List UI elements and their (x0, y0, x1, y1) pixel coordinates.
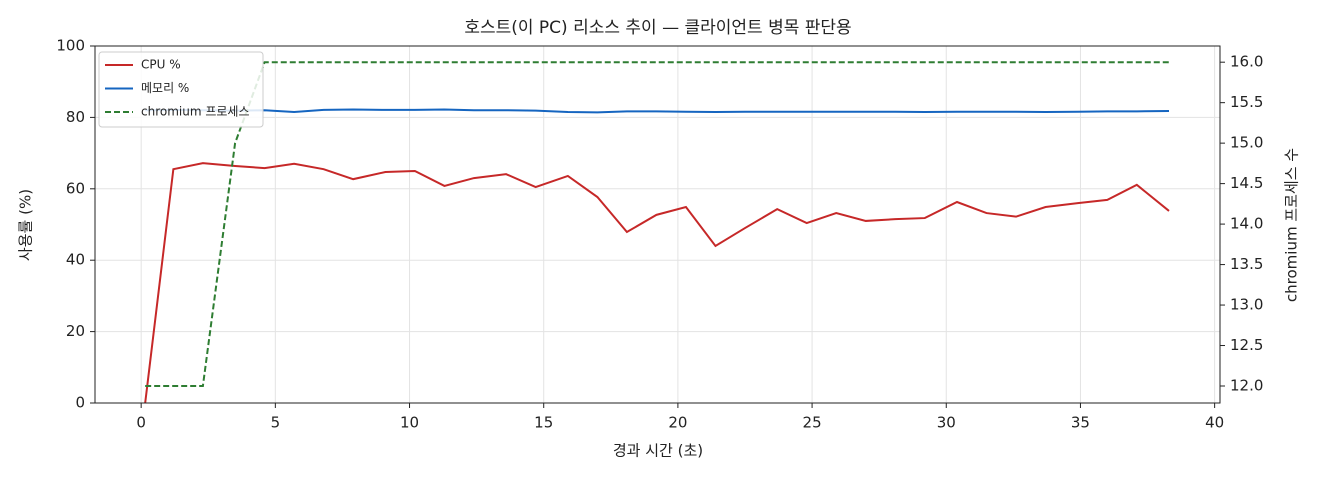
x-tick-label: 30 (937, 414, 956, 432)
y2-tick-label: 13.5 (1230, 255, 1263, 273)
series-line (145, 61, 1170, 387)
y-tick-label: 80 (66, 108, 85, 126)
legend-box (98, 51, 264, 128)
series-line (145, 108, 1170, 114)
y2-tick-label: 12.0 (1230, 377, 1263, 395)
y-axis-label: 사용률 (%) (17, 189, 35, 261)
x-tick-label: 5 (271, 414, 281, 432)
x-tick-label: 25 (803, 414, 822, 432)
y-tick-label: 20 (66, 322, 85, 340)
y-tick-label: 60 (66, 179, 85, 197)
legend-label: CPU % (141, 58, 181, 72)
y2-tick-label: 16.0 (1230, 53, 1263, 71)
series-line (144, 162, 1170, 404)
legend-label: 메모리 % (141, 81, 189, 95)
plot-frame (94, 45, 1221, 404)
y2-tick-label: 13.0 (1230, 296, 1263, 314)
x-tick-label: 0 (136, 414, 146, 432)
y2-tick-label: 15.0 (1230, 134, 1263, 152)
y2-tick-label: 14.5 (1230, 174, 1263, 192)
x-axis-label: 경과 시간 (초) (613, 442, 703, 460)
y-tick-label: 40 (66, 251, 85, 269)
x-tick-label: 40 (1205, 414, 1224, 432)
x-tick-label: 35 (1071, 414, 1090, 432)
y-tick-label: 0 (75, 394, 85, 412)
y2-tick-label: 14.0 (1230, 215, 1263, 233)
y2-axis-label: chromium 프로세스 수 (1283, 148, 1301, 302)
y2-tick-label: 15.5 (1230, 93, 1263, 111)
y2-tick-label: 12.5 (1230, 336, 1263, 354)
x-tick-label: 10 (400, 414, 419, 432)
chart-title: 호스트(이 PC) 리소스 추이 — 클라이언트 병목 판단용 (464, 18, 851, 38)
y-tick-label: 100 (56, 37, 85, 55)
legend-label: chromium 프로세스 (141, 105, 250, 119)
x-tick-label: 20 (668, 414, 687, 432)
x-tick-label: 15 (534, 414, 553, 432)
